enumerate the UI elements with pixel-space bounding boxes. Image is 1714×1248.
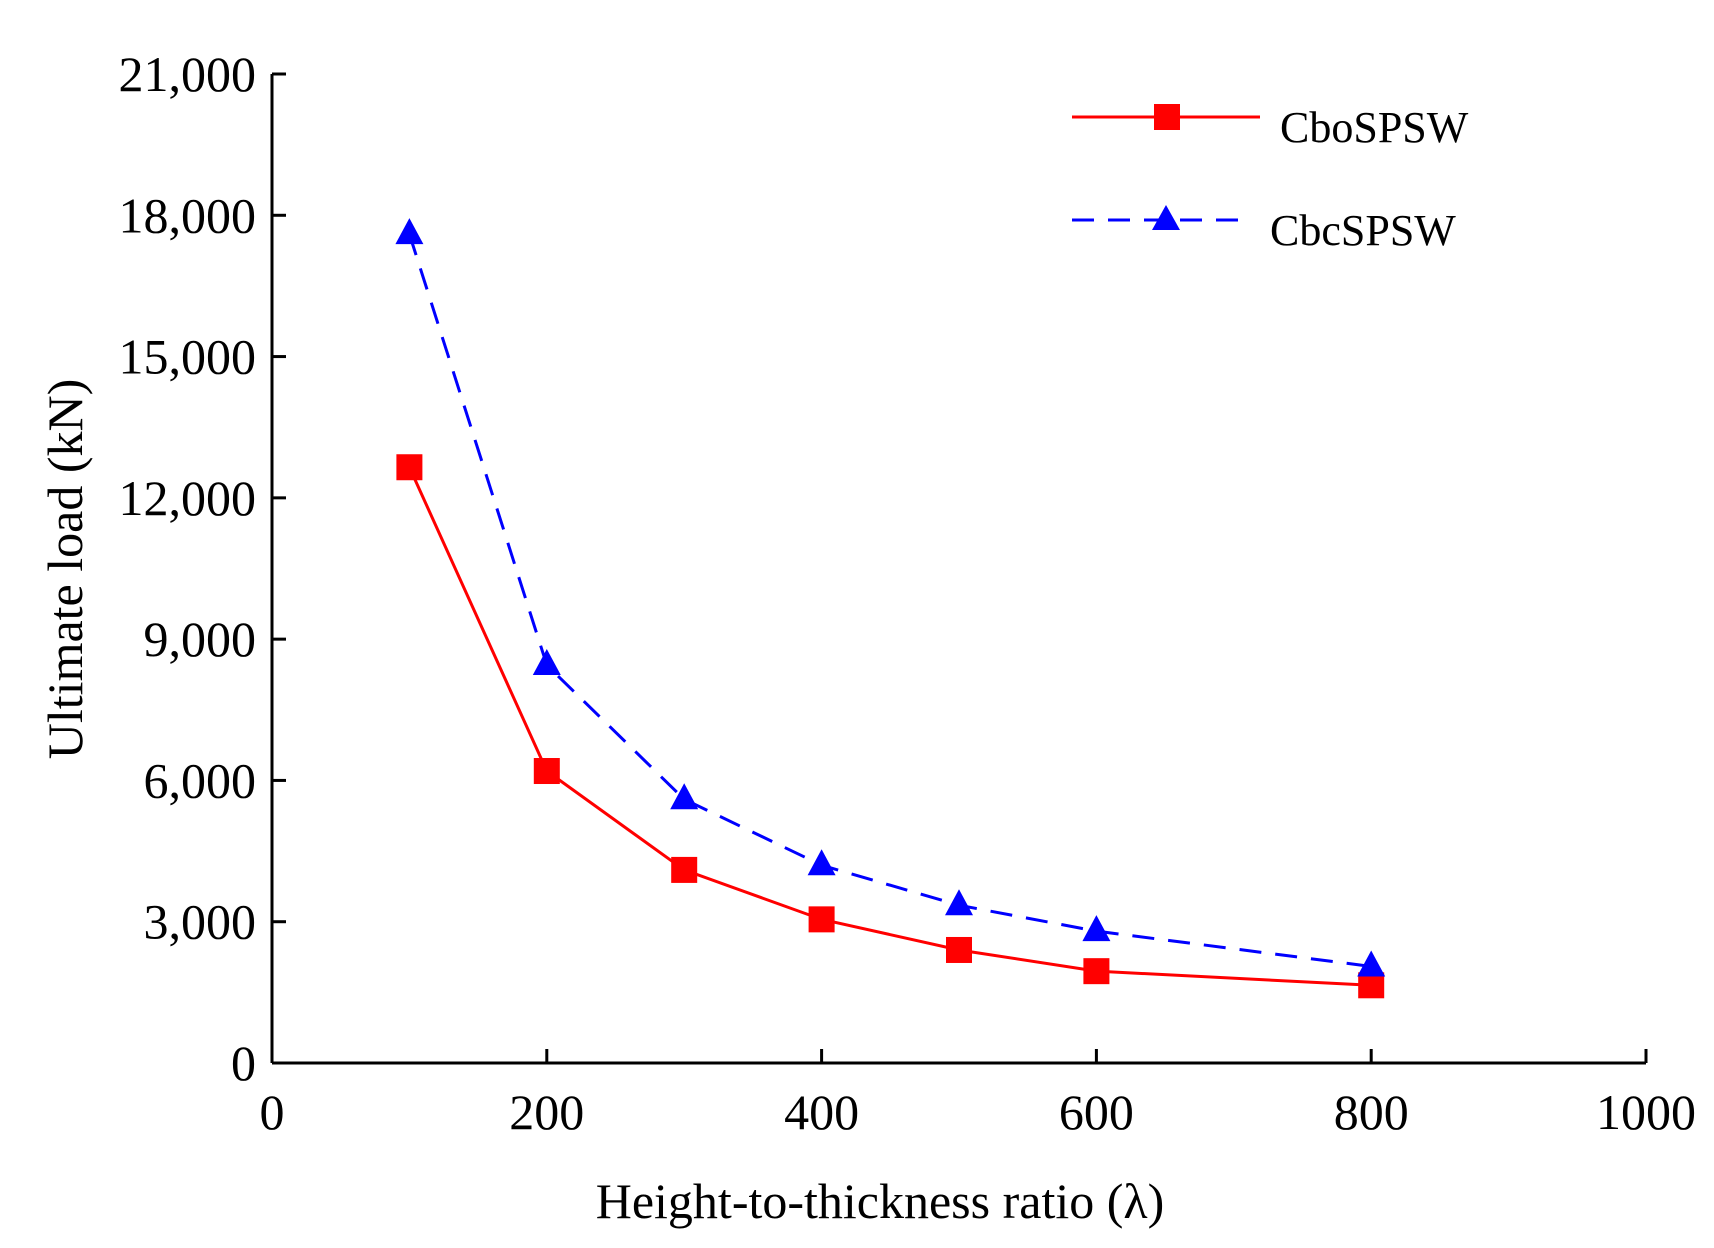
- data-point-cbcspsw: [532, 649, 561, 676]
- x-tick-label: 0: [260, 1084, 285, 1140]
- series-line-cbcspsw: [407, 233, 1372, 968]
- legend-marker-cbcspsw: [1152, 205, 1180, 230]
- series-layer: [395, 218, 1386, 999]
- data-point-cbospsw: [946, 936, 972, 963]
- legend: CboSPSW CbcSPSW: [1072, 103, 1469, 255]
- y-tick-label: 3,000: [144, 894, 257, 950]
- data-point-cbcspsw: [945, 889, 973, 916]
- y-tick-label: 21,000: [119, 46, 257, 102]
- y-tick-label: 12,000: [119, 470, 257, 526]
- x-axis-ticks: 0 200 400 600 800 1000: [260, 1049, 1696, 1140]
- x-axis-label: Height-to-thickness ratio (λ): [596, 1173, 1165, 1229]
- data-point-cbospsw: [396, 454, 423, 481]
- legend-label-cbospsw: CboSPSW: [1280, 103, 1469, 152]
- y-tick-label: 9,000: [144, 611, 257, 667]
- data-point-cbcspsw: [1357, 950, 1386, 977]
- plot-area: [270, 74, 1646, 1065]
- legend-item-cbcspsw: CbcSPSW: [1072, 205, 1456, 255]
- series-line-cbospsw: [408, 466, 1372, 987]
- data-point-cbospsw: [1358, 972, 1385, 999]
- y-tick-label: 18,000: [119, 187, 257, 243]
- data-point-cbcspsw: [1082, 915, 1111, 942]
- legend-label-cbcspsw: CbcSPSW: [1270, 206, 1456, 255]
- legend-marker-cbospsw: [1154, 104, 1180, 130]
- x-tick-label: 1000: [1596, 1084, 1696, 1140]
- y-tick-label: 0: [231, 1035, 256, 1091]
- x-tick-label: 200: [509, 1084, 584, 1140]
- y-axis-label: Ultimate load (kN): [37, 379, 93, 759]
- x-tick-label: 400: [784, 1084, 859, 1140]
- data-point-cbospsw: [671, 856, 698, 883]
- y-tick-label: 15,000: [119, 329, 257, 385]
- data-point-cbospsw: [1083, 958, 1110, 985]
- data-point-cbospsw: [533, 758, 560, 785]
- x-tick-label: 600: [1059, 1084, 1134, 1140]
- data-point-cbospsw: [808, 906, 835, 933]
- x-tick-label: 800: [1334, 1084, 1409, 1140]
- data-point-cbcspsw: [395, 218, 424, 245]
- data-point-cbcspsw: [807, 849, 836, 876]
- y-tick-label: 6,000: [144, 752, 257, 808]
- data-point-cbcspsw: [670, 783, 699, 810]
- y-axis-ticks: 0 3,000 6,000 9,000 12,000 15,000 18,000 21,000: [119, 46, 286, 1091]
- legend-item-cbospsw: CboSPSW: [1072, 103, 1469, 152]
